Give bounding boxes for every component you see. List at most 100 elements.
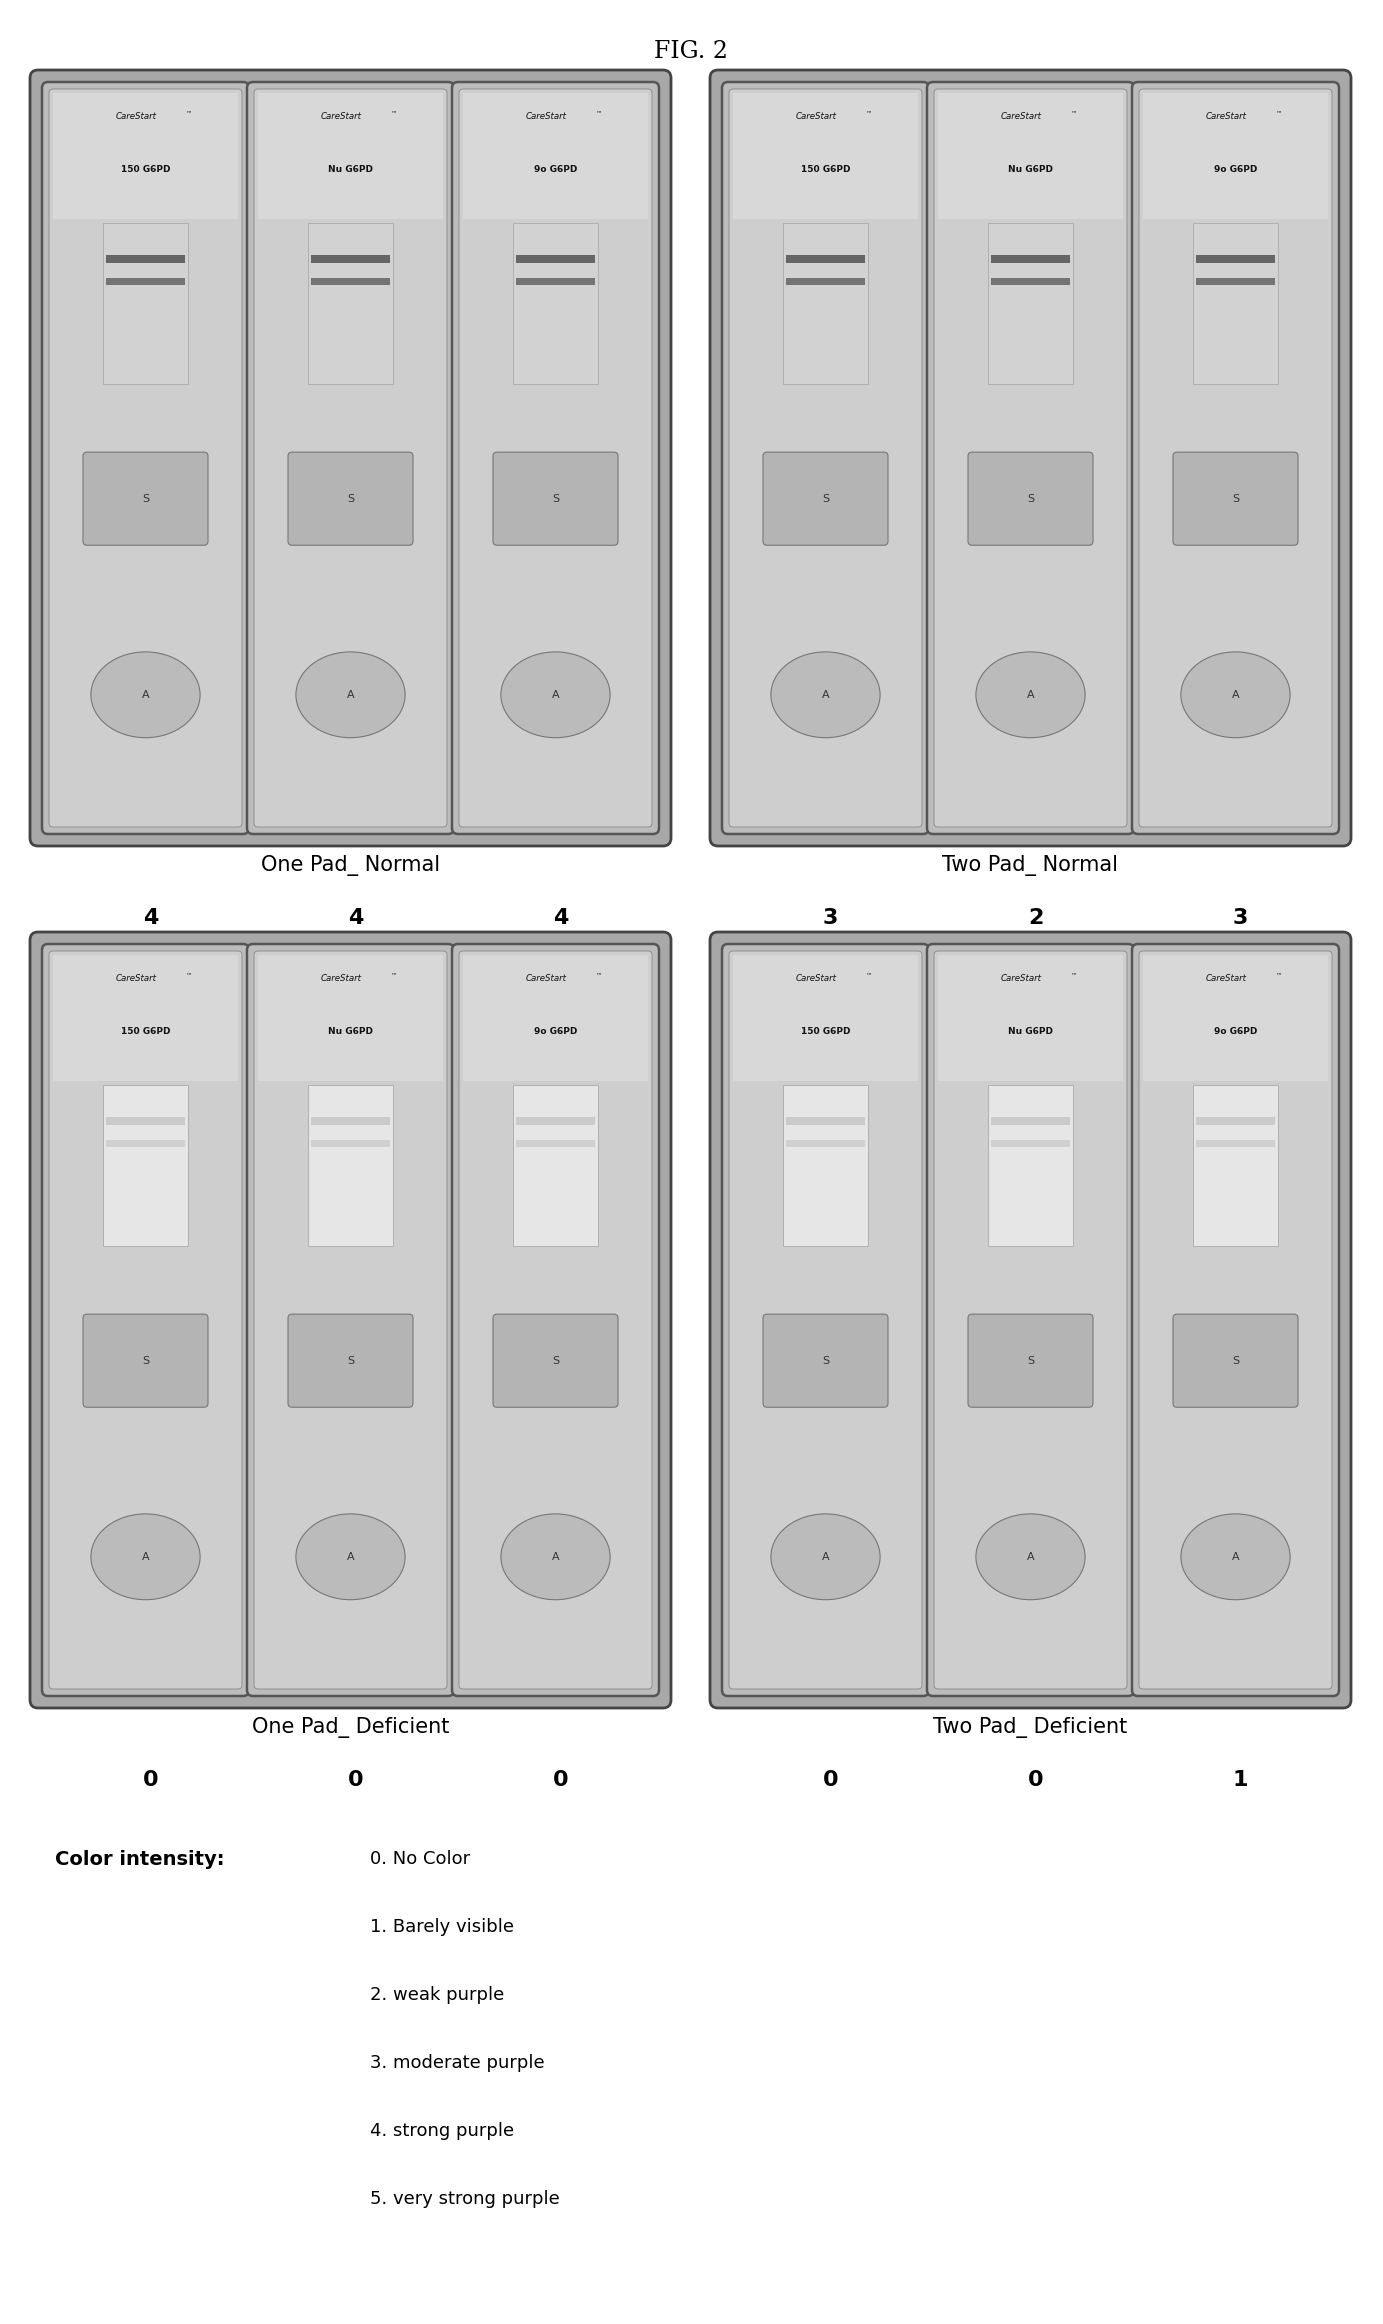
FancyBboxPatch shape [492,453,618,546]
Text: A: A [347,1552,354,1562]
Text: Two Pad_ Deficient: Two Pad_ Deficient [934,1717,1127,1738]
FancyBboxPatch shape [48,951,242,1690]
Bar [102,1085,188,1246]
FancyBboxPatch shape [1133,81,1339,834]
FancyBboxPatch shape [254,88,447,827]
FancyBboxPatch shape [1140,88,1332,827]
Text: FIG. 2: FIG. 2 [654,40,727,63]
FancyBboxPatch shape [934,88,1127,827]
Text: 3: 3 [1232,909,1249,927]
FancyBboxPatch shape [254,951,447,1690]
FancyBboxPatch shape [83,1313,207,1408]
Bar [1196,277,1275,286]
Text: S: S [347,1355,354,1367]
Text: 0: 0 [347,1771,364,1789]
FancyBboxPatch shape [968,453,1093,546]
Text: Nu G6PD: Nu G6PD [1008,165,1052,174]
Text: A: A [1026,690,1034,700]
Bar [992,256,1070,263]
Text: One Pad_ Deficient: One Pad_ Deficient [252,1717,449,1738]
FancyBboxPatch shape [709,932,1351,1708]
Bar [46,948,656,1692]
Text: 4: 4 [347,909,364,927]
Text: 0. No Color: 0. No Color [371,1850,470,1868]
Bar [783,1085,869,1246]
FancyBboxPatch shape [452,944,660,1697]
Text: 9o G6PD: 9o G6PD [1214,165,1257,174]
Bar [53,955,238,1081]
FancyBboxPatch shape [41,944,249,1697]
FancyBboxPatch shape [968,1313,1093,1408]
Bar [733,93,918,218]
Text: 3. moderate purple: 3. moderate purple [371,2054,545,2073]
Text: ™: ™ [1275,974,1282,978]
Bar [307,1085,393,1246]
Text: CareStart: CareStart [1205,112,1246,121]
Text: S: S [1028,493,1034,504]
Bar [513,1085,599,1246]
Text: CareStart: CareStart [1000,974,1041,983]
Text: 3: 3 [823,909,838,927]
Bar [938,955,1123,1081]
Bar [938,93,1123,218]
Text: ™: ™ [866,974,871,978]
Bar [726,948,1335,1692]
Text: CareStart: CareStart [115,112,156,121]
Bar [733,955,918,1081]
Text: 4: 4 [142,909,158,927]
FancyBboxPatch shape [30,70,671,846]
FancyBboxPatch shape [41,81,249,834]
Text: S: S [822,1355,828,1367]
Text: 5. very strong purple: 5. very strong purple [371,2189,560,2208]
FancyBboxPatch shape [763,1313,888,1408]
FancyBboxPatch shape [709,70,1351,846]
Ellipse shape [501,1513,610,1599]
Text: CareStart: CareStart [1000,112,1041,121]
Bar [987,223,1073,383]
Ellipse shape [770,1513,880,1599]
Text: Nu G6PD: Nu G6PD [328,1027,373,1037]
Text: ™: ™ [1275,112,1282,116]
Ellipse shape [1181,653,1290,737]
Text: S: S [1232,493,1239,504]
FancyBboxPatch shape [927,944,1134,1697]
Bar [516,277,595,286]
Text: S: S [552,493,559,504]
FancyBboxPatch shape [1173,1313,1299,1408]
Bar [463,955,649,1081]
Bar [311,1139,390,1148]
FancyBboxPatch shape [30,932,671,1708]
Text: S: S [822,493,828,504]
Text: 0: 0 [142,1771,158,1789]
Text: 150 G6PD: 150 G6PD [801,165,851,174]
Bar [1142,93,1328,218]
Bar [311,277,390,286]
Text: A: A [141,690,149,700]
Bar [311,256,390,263]
Text: ™: ™ [185,974,191,978]
Bar [1192,1085,1278,1246]
Bar [783,223,869,383]
Bar [102,223,188,383]
Text: CareStart: CareStart [115,974,156,983]
Text: S: S [142,1355,149,1367]
Text: 1. Barely visible: 1. Barely visible [371,1917,514,1936]
FancyBboxPatch shape [248,944,454,1697]
Text: S: S [1232,1355,1239,1367]
Text: Nu G6PD: Nu G6PD [328,165,373,174]
Bar [992,1139,1070,1148]
FancyBboxPatch shape [459,88,651,827]
FancyBboxPatch shape [927,81,1134,834]
Text: 0: 0 [553,1771,568,1789]
Text: 150 G6PD: 150 G6PD [801,1027,851,1037]
Bar [513,223,599,383]
FancyBboxPatch shape [48,88,242,827]
Text: Color intensity:: Color intensity: [55,1850,224,1868]
Bar [1196,1139,1275,1148]
Text: S: S [347,493,354,504]
FancyBboxPatch shape [722,944,929,1697]
Text: 0: 0 [823,1771,838,1789]
Text: ™: ™ [1070,974,1076,978]
Text: One Pad_ Normal: One Pad_ Normal [261,855,440,876]
FancyBboxPatch shape [729,951,922,1690]
